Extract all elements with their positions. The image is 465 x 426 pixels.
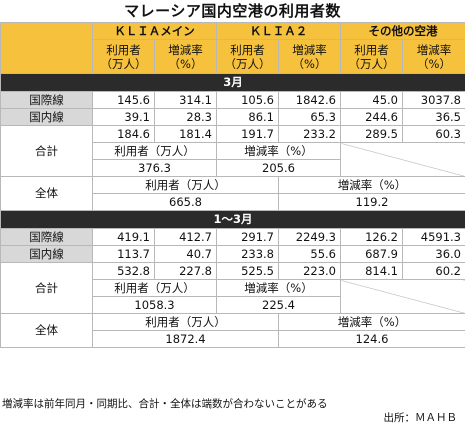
subtotal-users-label: 利用者（万人） (92, 142, 217, 160)
table-cell: 36.5 (402, 108, 465, 126)
table-cell: 3037.8 (402, 91, 465, 109)
header-row-airports: ＫＬＩＡメイン ＫＬＩＡ２ その他の空港 (0, 22, 465, 74)
source-note: 出所：ＭＡＨＢ (383, 412, 458, 424)
header-change: 増減率 （%） (402, 39, 465, 74)
table-cell: 145.6 (92, 91, 155, 109)
table-cell: 60.3 (402, 125, 465, 143)
table-row: 合計 184.6 181.4 191.7 233.2 289.5 60.3 (0, 125, 465, 177)
airport-users-table: ＫＬＩＡメイン ＫＬＩＡ２ その他の空港 利用者 （万人） 増減率 （%） 利用… (0, 22, 465, 348)
table-cell: 65.3 (278, 108, 341, 126)
header-other-airports: その他の空港 (340, 22, 465, 40)
header-change: 増減率 （%） (154, 39, 217, 74)
table-cell: 28.3 (154, 108, 217, 126)
overall-change-label: 増減率（%） (278, 313, 465, 331)
overall-change-value: 124.6 (278, 330, 465, 348)
diagonal-blank (340, 279, 465, 314)
diagonal-blank (340, 142, 465, 177)
header-klia2: ＫＬＩＡ２ (216, 22, 341, 40)
header-users: 利用者 （万人） (92, 39, 155, 74)
section-band-jan-mar: 1～3月 (0, 210, 465, 229)
subtotal-users-label: 利用者（万人） (92, 279, 217, 297)
table-cell: 184.6 (92, 125, 155, 143)
table-row: 国内線 113.7 40.7 233.8 55.6 687.9 36.0 (0, 245, 465, 263)
band-march: 3月 (0, 73, 465, 92)
row-label-international: 国際線 (0, 91, 93, 109)
table-row: 全体 利用者（万人） 増減率（%） (0, 176, 465, 211)
row-label-domestic: 国内線 (0, 108, 93, 126)
band-jan-mar: 1～3月 (0, 210, 465, 229)
table-cell: 1842.6 (278, 91, 341, 109)
table-cell: 39.1 (92, 108, 155, 126)
table-cell: 4591.3 (402, 228, 465, 246)
table-row: 国際線 145.6 314.1 105.6 1842.6 45.0 3037.8 (0, 91, 465, 109)
row-label-domestic: 国内線 (0, 245, 93, 263)
header-change: 増減率 （%） (278, 39, 341, 74)
section-band-march: 3月 (0, 73, 465, 92)
table-cell: 814.1 (340, 262, 403, 280)
table-cell: 40.7 (154, 245, 217, 263)
table-cell: 55.6 (278, 245, 341, 263)
table-row: 利用者（万人） 増減率（%） (1, 142, 465, 177)
table-title: マレーシア国内空港の利用者数 (124, 2, 341, 20)
table-cell: 126.2 (340, 228, 403, 246)
table-cell: 291.7 (216, 228, 279, 246)
overall-change-label: 増減率（%） (278, 176, 465, 194)
table-cell: 419.1 (92, 228, 155, 246)
subtotal-users-value: 376.3 (92, 159, 217, 177)
header-row-metrics: 利用者 （万人） 増減率 （%） 利用者 （万人） 増減率 （%） 利用者 （万… (1, 39, 465, 74)
table-cell: 227.8 (154, 262, 217, 280)
header-users: 利用者 （万人） (216, 39, 279, 74)
subtotal-change-label: 増減率（%） (216, 279, 341, 297)
subtotal-users-value: 1058.3 (92, 296, 217, 314)
subtotal-change-label: 増減率（%） (216, 142, 341, 160)
overall-users-label: 利用者（万人） (92, 176, 279, 194)
table-cell: 105.6 (216, 91, 279, 109)
table-cell: 525.5 (216, 262, 279, 280)
row-label-overall: 全体 (0, 176, 93, 211)
table-cell: 532.8 (92, 262, 155, 280)
table-row: 1058.3 225.4 (1, 296, 465, 314)
table-row: 国際線 419.1 412.7 291.7 2249.3 126.2 4591.… (0, 228, 465, 246)
table-row: 1872.4 124.6 (1, 330, 465, 348)
overall-users-value: 665.8 (92, 193, 279, 211)
table-cell: 113.7 (92, 245, 155, 263)
table-row: 合計 532.8 227.8 525.5 223.0 814.1 60.2 (0, 262, 465, 314)
table-cell: 2249.3 (278, 228, 341, 246)
table-cell: 233.8 (216, 245, 279, 263)
table-cell: 181.4 (154, 125, 217, 143)
overall-change-value: 119.2 (278, 193, 465, 211)
subtotal-change-value: 205.6 (216, 159, 341, 177)
table-cell: 36.0 (402, 245, 465, 263)
overall-users-value: 1872.4 (92, 330, 279, 348)
row-label-total: 合計 (0, 262, 93, 314)
header-users: 利用者 （万人） (340, 39, 403, 74)
table-cell: 233.2 (278, 125, 341, 143)
table-cell: 412.7 (154, 228, 217, 246)
table-cell: 314.1 (154, 91, 217, 109)
table-row: 全体 利用者（万人） 増減率（%） (0, 313, 465, 348)
table-cell: 289.5 (340, 125, 403, 143)
table-cell: 244.6 (340, 108, 403, 126)
table-cell: 45.0 (340, 91, 403, 109)
footnote: 増減率は前年同月・同期比、合計・全体は端数が合わないことがある (2, 398, 328, 410)
table-cell: 191.7 (216, 125, 279, 143)
overall-users-label: 利用者（万人） (92, 313, 279, 331)
table-row: 利用者（万人） 増減率（%） (1, 279, 465, 314)
row-label-overall: 全体 (0, 313, 93, 348)
table-cell: 223.0 (278, 262, 341, 280)
table-row: 国内線 39.1 28.3 86.1 65.3 244.6 36.5 (0, 108, 465, 126)
table-row: 376.3 205.6 (1, 159, 465, 177)
table-cell: 60.2 (402, 262, 465, 280)
subtotal-change-value: 225.4 (216, 296, 341, 314)
row-label-total: 合計 (0, 125, 93, 177)
row-label-international: 国際線 (0, 228, 93, 246)
header-corner (0, 22, 93, 74)
table-cell: 687.9 (340, 245, 403, 263)
table-cell: 86.1 (216, 108, 279, 126)
header-klia-main: ＫＬＩＡメイン (92, 22, 217, 40)
